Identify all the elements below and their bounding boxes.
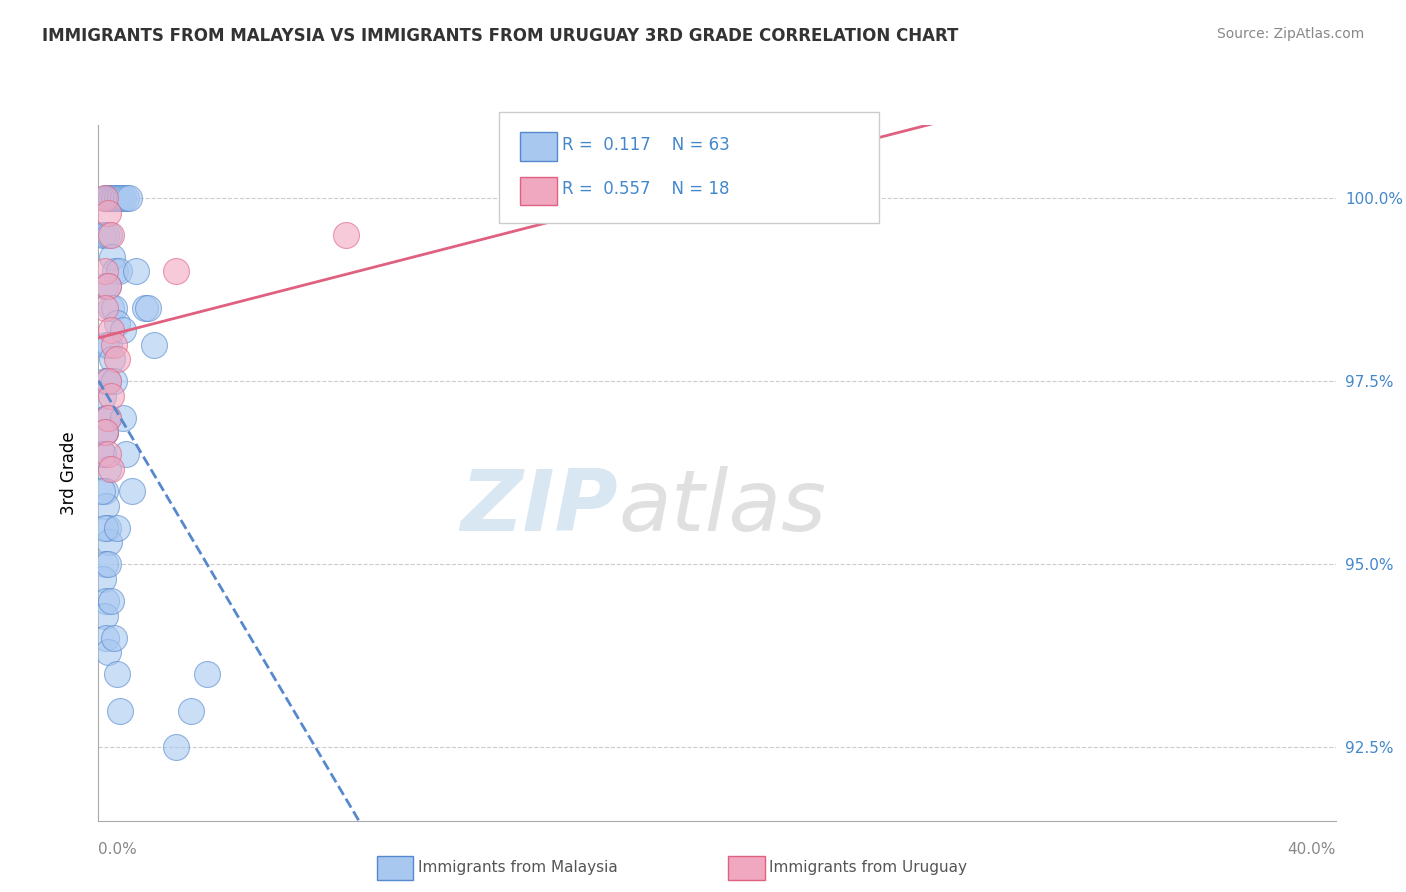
Point	[134, 301, 156, 315]
Point	[97, 462, 120, 476]
Point	[100, 227, 122, 242]
Point	[121, 484, 143, 499]
Text: ZIP: ZIP	[460, 466, 619, 549]
Text: 40.0%: 40.0%	[1288, 841, 1336, 856]
Point	[96, 499, 118, 513]
Point	[143, 337, 166, 351]
Point	[91, 389, 114, 403]
Point	[98, 535, 121, 549]
Point	[97, 374, 120, 388]
Point	[96, 337, 118, 351]
Point	[118, 191, 141, 205]
Point	[105, 521, 128, 535]
Point	[97, 521, 120, 535]
Text: Immigrants from Uruguay: Immigrants from Uruguay	[769, 860, 967, 874]
Point	[108, 191, 131, 205]
Point	[93, 374, 115, 388]
Point	[97, 645, 120, 659]
Point	[97, 279, 120, 293]
Point	[103, 191, 125, 205]
Point	[105, 191, 128, 205]
Point	[93, 484, 115, 499]
Text: 0.0%: 0.0%	[98, 841, 138, 856]
Text: R =  0.557    N = 18: R = 0.557 N = 18	[562, 180, 730, 198]
Point	[100, 389, 122, 403]
Point	[103, 374, 125, 388]
Point	[93, 191, 115, 205]
Point	[97, 206, 120, 220]
Point	[93, 558, 115, 572]
Point	[107, 264, 129, 278]
Point	[195, 667, 218, 681]
Point	[100, 594, 122, 608]
Point	[91, 572, 114, 586]
Point	[93, 521, 115, 535]
Text: IMMIGRANTS FROM MALAYSIA VS IMMIGRANTS FROM URUGUAY 3RD GRADE CORRELATION CHART: IMMIGRANTS FROM MALAYSIA VS IMMIGRANTS F…	[42, 27, 959, 45]
Point	[91, 447, 114, 461]
Point	[97, 410, 120, 425]
Point	[100, 191, 122, 205]
Point	[101, 250, 124, 264]
Point	[105, 352, 128, 367]
Point	[91, 227, 114, 242]
Point	[96, 594, 118, 608]
Point	[97, 558, 120, 572]
Text: Source: ZipAtlas.com: Source: ZipAtlas.com	[1216, 27, 1364, 41]
Point	[93, 608, 115, 623]
Point	[165, 264, 187, 278]
Point	[98, 227, 121, 242]
Point	[97, 410, 120, 425]
Point	[93, 425, 115, 440]
Point	[100, 462, 122, 476]
Point	[136, 301, 159, 315]
Text: R =  0.117    N = 63: R = 0.117 N = 63	[562, 136, 730, 153]
Y-axis label: 3rd Grade: 3rd Grade	[59, 431, 77, 515]
Text: atlas: atlas	[619, 466, 827, 549]
Point	[112, 410, 135, 425]
Point	[115, 447, 138, 461]
Point	[706, 191, 728, 205]
Point	[98, 337, 121, 351]
Point	[115, 191, 138, 205]
Point	[91, 447, 114, 461]
Point	[124, 264, 146, 278]
Point	[100, 323, 122, 337]
Point	[93, 425, 115, 440]
Point	[93, 301, 115, 315]
Point	[96, 410, 118, 425]
Point	[108, 704, 131, 718]
Point	[112, 323, 135, 337]
Point	[104, 264, 127, 278]
Point	[103, 631, 125, 645]
Point	[93, 264, 115, 278]
Point	[100, 301, 122, 315]
Point	[103, 337, 125, 351]
Text: Immigrants from Malaysia: Immigrants from Malaysia	[418, 860, 617, 874]
Point	[96, 631, 118, 645]
Point	[103, 301, 125, 315]
Point	[180, 704, 202, 718]
Point	[105, 667, 128, 681]
Point	[97, 279, 120, 293]
Point	[93, 279, 115, 293]
Point	[96, 227, 118, 242]
Point	[93, 425, 115, 440]
Point	[97, 374, 120, 388]
Point	[335, 227, 357, 242]
Point	[97, 191, 120, 205]
Point	[97, 447, 120, 461]
Point	[101, 352, 124, 367]
Point	[112, 191, 135, 205]
Point	[90, 484, 112, 499]
Point	[105, 316, 128, 330]
Point	[93, 191, 115, 205]
Point	[165, 740, 187, 755]
